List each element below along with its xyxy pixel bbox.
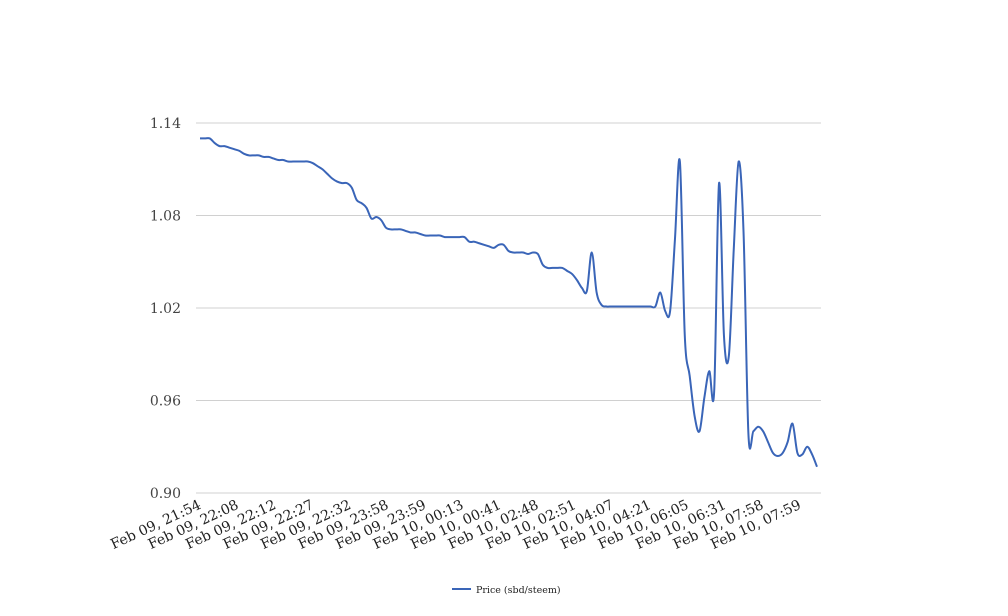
- y-tick-label: 1.02: [150, 301, 181, 317]
- y-tick-label: 0.90: [150, 486, 181, 502]
- series-lines: [200, 137, 818, 468]
- y-axis-tick-labels: 0.90 0.96 1.02 1.08 1.14: [150, 116, 181, 502]
- series-line-0: [200, 137, 818, 468]
- legend-label: Price (sbd/steem): [476, 585, 561, 596]
- gridlines: [196, 122, 821, 494]
- y-tick-label: 1.08: [150, 209, 181, 225]
- y-tick-label: 0.96: [150, 394, 181, 410]
- y-tick-label: 1.14: [150, 116, 181, 132]
- legend: Price (sbd/steem): [452, 585, 561, 596]
